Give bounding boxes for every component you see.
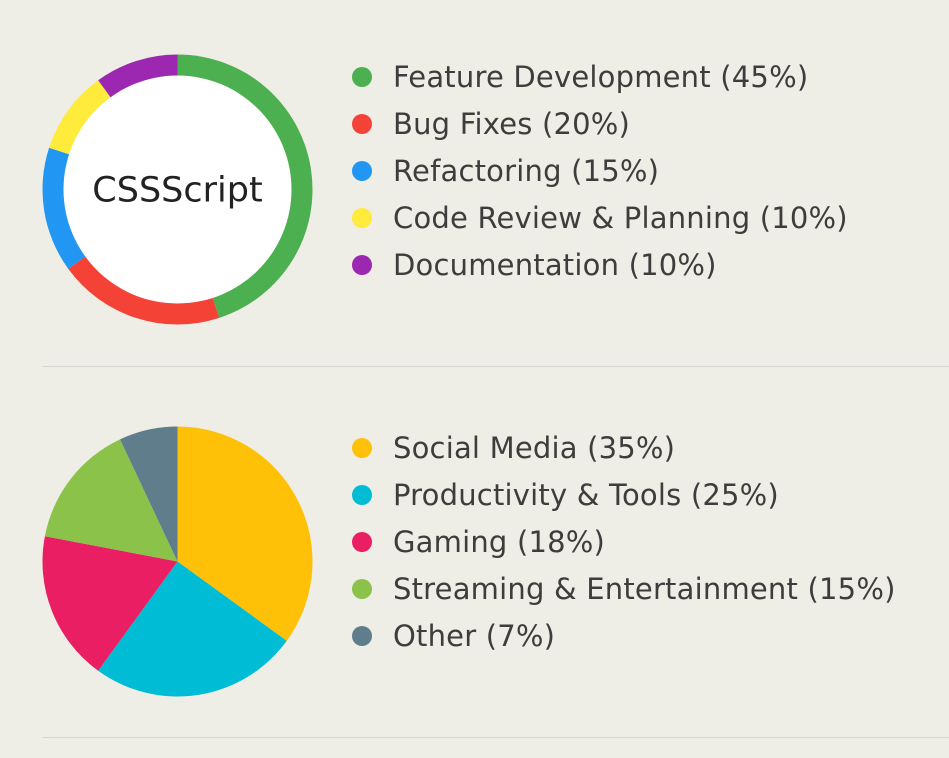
legend-label: Feature Development (45%) — [393, 59, 809, 94]
legend-item: Refactoring (15%) — [352, 147, 848, 194]
pie-slice-streaming-entertainment — [44, 439, 178, 562]
legend-color-dot — [352, 254, 372, 275]
legend-color-dot — [352, 66, 372, 87]
donut-hole — [63, 75, 292, 304]
legend-item: Documentation (10%) — [352, 241, 848, 288]
legend-color-dot — [352, 625, 372, 646]
pie-slice-gaming — [42, 536, 178, 671]
legend-color-dot — [352, 531, 372, 552]
legend-item: Gaming (18%) — [352, 518, 896, 565]
legend-color-dot — [352, 437, 372, 458]
legend-label: Refactoring (15%) — [393, 153, 660, 188]
pie-slice-productivity-tools — [98, 561, 287, 697]
legend-color-dot — [352, 578, 372, 599]
pie-chart-legend: Social Media (35%) Productivity & Tools … — [352, 424, 896, 659]
legend-item: Bug Fixes (20%) — [352, 100, 848, 147]
pie-chart-block: Social Media (35%) Productivity & Tools … — [0, 367, 949, 737]
legend-item: Feature Development (45%) — [352, 53, 848, 100]
legend-label: Streaming & Entertainment (15%) — [393, 571, 896, 606]
divider — [42, 737, 949, 738]
pie-slice-other — [120, 426, 178, 562]
legend-item: Social Media (35%) — [352, 424, 896, 471]
legend-color-dot — [352, 207, 372, 228]
legend-label: Code Review & Planning (10%) — [393, 200, 848, 235]
legend-item: Code Review & Planning (10%) — [352, 194, 848, 241]
pie-slice-social-media — [177, 426, 313, 641]
legend-color-dot — [352, 484, 372, 505]
legend-label: Documentation (10%) — [393, 247, 717, 282]
legend-item: Streaming & Entertainment (15%) — [352, 565, 896, 612]
legend-color-dot — [352, 113, 372, 134]
donut-chart: CSSScript — [42, 54, 313, 325]
legend-color-dot — [352, 160, 372, 181]
legend-label: Bug Fixes (20%) — [393, 106, 631, 141]
legend-label: Productivity & Tools (25%) — [393, 477, 779, 512]
legend-item: Productivity & Tools (25%) — [352, 471, 896, 518]
pie-chart — [42, 426, 313, 697]
legend-label: Other (7%) — [393, 618, 556, 653]
donut-chart-block: CSSScript Feature Development (45%) Bug … — [0, 0, 949, 366]
divider — [42, 366, 949, 367]
legend-item: Other (7%) — [352, 612, 896, 659]
donut-chart-legend: Feature Development (45%) Bug Fixes (20%… — [352, 53, 848, 288]
legend-label: Social Media (35%) — [393, 430, 676, 465]
donut-center-label: CSSScript — [92, 171, 262, 211]
legend-label: Gaming (18%) — [393, 524, 606, 559]
